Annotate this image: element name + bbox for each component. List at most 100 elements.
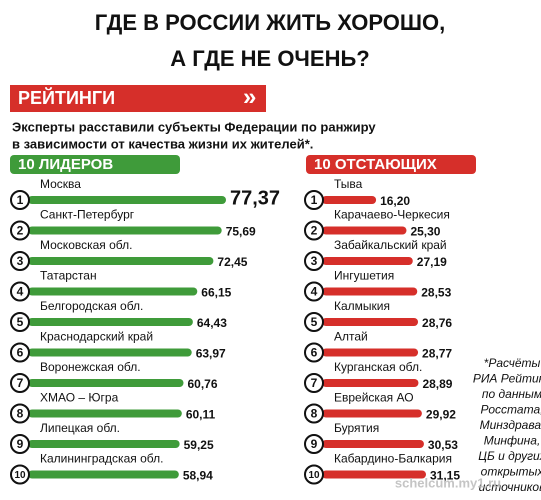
bar	[28, 196, 226, 204]
bar	[28, 287, 198, 296]
rank-label: 6	[311, 346, 318, 360]
rank-label: 7	[17, 376, 24, 390]
value-label: 64,43	[197, 316, 227, 330]
rank-circle	[10, 434, 30, 454]
bar	[322, 409, 422, 418]
subtitle-line: Эксперты расставили субъекты Федерации п…	[12, 119, 376, 134]
bar	[28, 379, 184, 387]
panel-header	[306, 155, 476, 174]
value-label: 59,25	[184, 438, 214, 452]
bar	[28, 318, 193, 326]
value-label: 66,15	[201, 286, 231, 300]
bar	[322, 379, 419, 387]
rank-circle	[304, 281, 324, 302]
rank-label: 9	[17, 437, 24, 451]
value-label: 28,77	[422, 347, 452, 361]
rank-circle	[10, 190, 30, 210]
rank-circle	[10, 373, 30, 393]
bar	[322, 287, 418, 296]
footnote-line: ЦБ и других	[478, 449, 541, 463]
rank-circle	[10, 312, 30, 332]
rank-circle	[304, 190, 324, 210]
category-label: Воронежская обл.	[40, 360, 141, 374]
bar	[322, 348, 419, 357]
rank-label: 6	[17, 346, 24, 360]
value-label: 27,19	[417, 255, 447, 269]
rank-label: 5	[311, 315, 318, 329]
rank-label: 10	[308, 470, 320, 481]
rank-circle	[304, 373, 324, 393]
rank-label: 10	[14, 470, 26, 481]
rank-circle	[304, 251, 324, 271]
banner	[10, 85, 266, 112]
bar	[322, 440, 424, 448]
rank-circle	[304, 312, 324, 332]
category-label: Ингушетия	[334, 269, 394, 283]
footnote-line: Росстата,	[481, 403, 541, 417]
category-label: Кабардино-Балкария	[334, 452, 452, 466]
category-label: Алтай	[334, 330, 368, 344]
category-label: Татарстан	[40, 269, 97, 283]
value-label: 75,69	[226, 225, 256, 239]
value-label: 28,53	[421, 286, 451, 300]
rank-circle	[304, 342, 324, 363]
value-label: 63,97	[196, 347, 226, 361]
footnote-line: Минздрава,	[480, 418, 541, 432]
value-label: 58,94	[183, 469, 213, 483]
bar	[28, 226, 222, 235]
banner-arrows: »	[243, 83, 256, 110]
value-label: 25,30	[410, 225, 440, 239]
value-label: 29,92	[426, 408, 456, 422]
category-label: Московская обл.	[40, 238, 132, 252]
panel-header	[10, 155, 180, 174]
rank-circle	[10, 342, 30, 363]
rank-circle	[304, 434, 324, 454]
footnote-line: источников	[479, 480, 541, 494]
bar	[322, 257, 413, 265]
rank-label: 2	[311, 224, 318, 238]
value-label: 60,11	[186, 408, 216, 422]
category-label: Бурятия	[334, 421, 379, 435]
category-label: Липецкая обл.	[40, 421, 120, 435]
rank-label: 4	[311, 285, 318, 299]
footnote-line: РИА Рейтинг	[473, 372, 541, 386]
rank-label: 1	[17, 193, 24, 207]
rank-label: 8	[17, 407, 24, 421]
rank-circle	[10, 403, 30, 424]
rank-circle	[10, 220, 30, 241]
bar	[322, 226, 407, 235]
title-line: ГДЕ В РОССИИ ЖИТЬ ХОРОШО,	[95, 10, 446, 35]
rank-circle	[10, 251, 30, 271]
rank-label: 1	[311, 193, 318, 207]
value-label: 77,37	[230, 187, 280, 209]
category-label: Москва	[40, 177, 81, 191]
footnote-line: открытых	[481, 465, 541, 479]
subtitle-line: в зависимости от качества жизни их жител…	[12, 136, 313, 151]
category-label: Краснодарский край	[40, 330, 153, 344]
rank-label: 5	[17, 315, 24, 329]
bar	[28, 440, 180, 448]
rank-circle	[10, 464, 30, 485]
title-line: А ГДЕ НЕ ОЧЕНЬ?	[170, 46, 369, 71]
bar	[28, 470, 179, 479]
bar	[28, 348, 192, 357]
value-label: 16,20	[380, 194, 410, 208]
rank-label: 9	[311, 437, 318, 451]
category-label: Забайкальский край	[334, 238, 447, 252]
bar	[28, 257, 214, 265]
rank-label: 8	[311, 407, 318, 421]
rank-label: 2	[17, 224, 24, 238]
panel-title: 10 ОТСТАЮЩИХ	[314, 156, 437, 173]
rank-circle	[304, 220, 324, 241]
footnote-line: по данным	[482, 387, 541, 401]
rank-label: 4	[17, 285, 24, 299]
value-label: 60,76	[187, 377, 217, 391]
category-label: ХМАО – Югра	[40, 391, 119, 405]
watermark: schelcum.my1.ru	[395, 475, 501, 490]
rank-label: 3	[17, 254, 24, 268]
panel-title: 10 ЛИДЕРОВ	[18, 156, 113, 173]
bar	[322, 470, 426, 479]
category-label: Санкт-Петербург	[40, 208, 135, 222]
rank-circle	[304, 464, 324, 485]
